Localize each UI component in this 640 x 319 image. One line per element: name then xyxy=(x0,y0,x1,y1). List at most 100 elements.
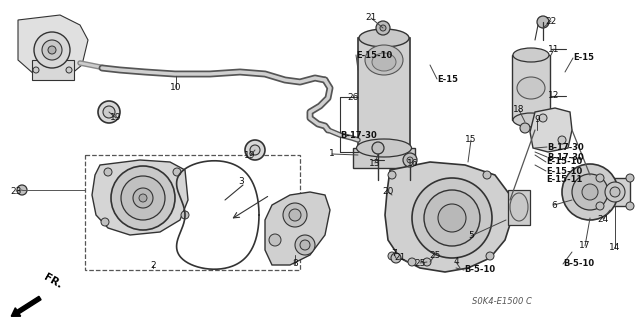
Text: FR.: FR. xyxy=(42,272,64,290)
Circle shape xyxy=(537,16,549,28)
Text: 18: 18 xyxy=(513,106,525,115)
Bar xyxy=(358,38,410,153)
Text: 12: 12 xyxy=(548,92,560,100)
Bar xyxy=(85,155,300,270)
Text: 13: 13 xyxy=(369,159,381,167)
Text: 24: 24 xyxy=(597,214,609,224)
Ellipse shape xyxy=(365,45,403,75)
Circle shape xyxy=(104,168,112,176)
Text: E-15-10: E-15-10 xyxy=(546,167,582,175)
Circle shape xyxy=(283,203,307,227)
Circle shape xyxy=(372,142,384,154)
Circle shape xyxy=(121,176,165,220)
Circle shape xyxy=(626,174,634,182)
Circle shape xyxy=(245,140,265,160)
Circle shape xyxy=(42,40,62,60)
Text: 19: 19 xyxy=(244,152,256,160)
Ellipse shape xyxy=(513,48,549,62)
Text: 2: 2 xyxy=(150,261,156,270)
Text: B-5-10: B-5-10 xyxy=(563,259,594,269)
Text: 14: 14 xyxy=(609,243,621,253)
Circle shape xyxy=(300,240,310,250)
Circle shape xyxy=(111,166,175,230)
Text: 15: 15 xyxy=(465,136,477,145)
Ellipse shape xyxy=(513,113,549,127)
Text: 9: 9 xyxy=(534,115,540,123)
Circle shape xyxy=(596,202,604,210)
Circle shape xyxy=(562,164,618,220)
Circle shape xyxy=(173,168,181,176)
Polygon shape xyxy=(18,15,88,80)
Circle shape xyxy=(66,67,72,73)
Circle shape xyxy=(269,234,281,246)
FancyArrow shape xyxy=(12,296,41,316)
Circle shape xyxy=(605,182,625,202)
Circle shape xyxy=(408,258,416,266)
Text: 8: 8 xyxy=(292,259,298,269)
Text: 4: 4 xyxy=(453,257,459,266)
Text: 26: 26 xyxy=(348,93,358,101)
Text: 22: 22 xyxy=(545,17,557,26)
Circle shape xyxy=(380,25,386,31)
Circle shape xyxy=(520,123,530,133)
Circle shape xyxy=(250,145,260,155)
Circle shape xyxy=(376,21,390,35)
Circle shape xyxy=(33,67,39,73)
Circle shape xyxy=(101,218,109,226)
Circle shape xyxy=(139,194,147,202)
Ellipse shape xyxy=(359,29,409,47)
Circle shape xyxy=(424,190,480,246)
Text: 21: 21 xyxy=(394,254,406,263)
Bar xyxy=(353,148,415,168)
Text: 11: 11 xyxy=(548,44,560,54)
Text: E-15-10: E-15-10 xyxy=(546,158,582,167)
Text: 3: 3 xyxy=(238,177,244,187)
Circle shape xyxy=(17,185,27,195)
Polygon shape xyxy=(385,162,512,272)
Text: 17: 17 xyxy=(579,241,591,250)
Text: 19: 19 xyxy=(110,114,122,122)
Text: B-17-30: B-17-30 xyxy=(340,130,377,139)
Text: S0K4-E1500 C: S0K4-E1500 C xyxy=(472,298,532,307)
Text: 10: 10 xyxy=(170,84,182,93)
Circle shape xyxy=(295,235,315,255)
Circle shape xyxy=(412,178,492,258)
Circle shape xyxy=(48,46,56,54)
Text: 16: 16 xyxy=(407,159,419,167)
Bar xyxy=(600,178,630,206)
Circle shape xyxy=(423,258,431,266)
Text: 7: 7 xyxy=(391,249,397,258)
Polygon shape xyxy=(265,192,330,265)
Text: B-17-30: B-17-30 xyxy=(547,143,584,152)
Text: E-15: E-15 xyxy=(573,54,594,63)
Circle shape xyxy=(391,253,401,263)
Text: 23: 23 xyxy=(10,187,22,196)
Text: 1: 1 xyxy=(329,150,335,159)
Circle shape xyxy=(403,153,417,167)
Circle shape xyxy=(486,252,494,260)
Bar xyxy=(32,60,74,80)
Ellipse shape xyxy=(517,77,545,99)
Text: 6: 6 xyxy=(551,201,557,210)
Bar xyxy=(512,55,550,120)
Circle shape xyxy=(407,157,413,163)
Text: B-5-10: B-5-10 xyxy=(464,265,495,275)
Circle shape xyxy=(558,136,566,144)
Text: 20: 20 xyxy=(382,188,394,197)
Text: E-15: E-15 xyxy=(437,75,458,84)
Polygon shape xyxy=(92,160,188,235)
Circle shape xyxy=(539,114,547,122)
Circle shape xyxy=(582,184,598,200)
Circle shape xyxy=(626,202,634,210)
Text: 21: 21 xyxy=(365,13,377,23)
Circle shape xyxy=(388,252,396,260)
Circle shape xyxy=(388,171,396,179)
Text: B-17-30: B-17-30 xyxy=(547,152,584,161)
Text: 25: 25 xyxy=(414,258,426,268)
Circle shape xyxy=(103,106,115,118)
Text: E-15-11: E-15-11 xyxy=(546,175,582,184)
Ellipse shape xyxy=(356,139,412,157)
Circle shape xyxy=(438,204,466,232)
Text: 5: 5 xyxy=(468,232,474,241)
Circle shape xyxy=(181,211,189,219)
